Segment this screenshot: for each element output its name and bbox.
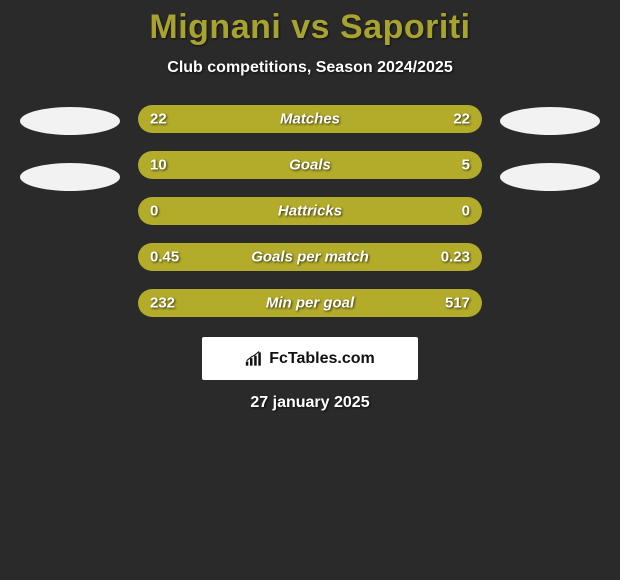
stat-value-right: 22 [453, 111, 470, 128]
stat-value-right: 0.23 [441, 249, 470, 266]
bar-chart-icon [245, 351, 265, 367]
stat-row: 232 517 Min per goal [138, 289, 482, 317]
stat-value-left: 0.45 [150, 249, 179, 266]
brand-badge[interactable]: FcTables.com [202, 337, 418, 380]
stats-section: 22 22 Matches 10 5 Goals 0 0 Hattricks 0.45 0.23 Go… [0, 105, 620, 317]
page-title: Mignani vs Saporiti [0, 8, 620, 47]
player-left-photo-2 [20, 163, 120, 191]
stat-label: Goals per match [251, 249, 369, 266]
player-left-photo-1 [20, 107, 120, 135]
stat-label: Matches [280, 111, 340, 128]
stat-row: 22 22 Matches [138, 105, 482, 133]
stat-value-right: 0 [462, 203, 470, 220]
subtitle: Club competitions, Season 2024/2025 [0, 59, 620, 77]
brand-text: FcTables.com [269, 350, 375, 368]
player-right-photos [500, 105, 600, 191]
stat-bar-left [138, 151, 368, 179]
player-left-photos [20, 105, 120, 191]
stat-value-right: 517 [445, 295, 470, 312]
stat-value-left: 22 [150, 111, 167, 128]
stat-row: 0 0 Hattricks [138, 197, 482, 225]
stat-value-left: 10 [150, 157, 167, 174]
stat-value-left: 0 [150, 203, 158, 220]
stat-value-left: 232 [150, 295, 175, 312]
comparison-card: Mignani vs Saporiti Club competitions, S… [0, 0, 620, 412]
stat-row: 0.45 0.23 Goals per match [138, 243, 482, 271]
stat-label: Goals [289, 157, 331, 174]
stat-row: 10 5 Goals [138, 151, 482, 179]
stat-bars: 22 22 Matches 10 5 Goals 0 0 Hattricks 0.45 0.23 Go… [138, 105, 482, 317]
stat-label: Hattricks [278, 203, 342, 220]
stat-value-right: 5 [462, 157, 470, 174]
player-right-photo-1 [500, 107, 600, 135]
stat-label: Min per goal [266, 295, 354, 312]
player-right-photo-2 [500, 163, 600, 191]
date-line: 27 january 2025 [0, 394, 620, 412]
